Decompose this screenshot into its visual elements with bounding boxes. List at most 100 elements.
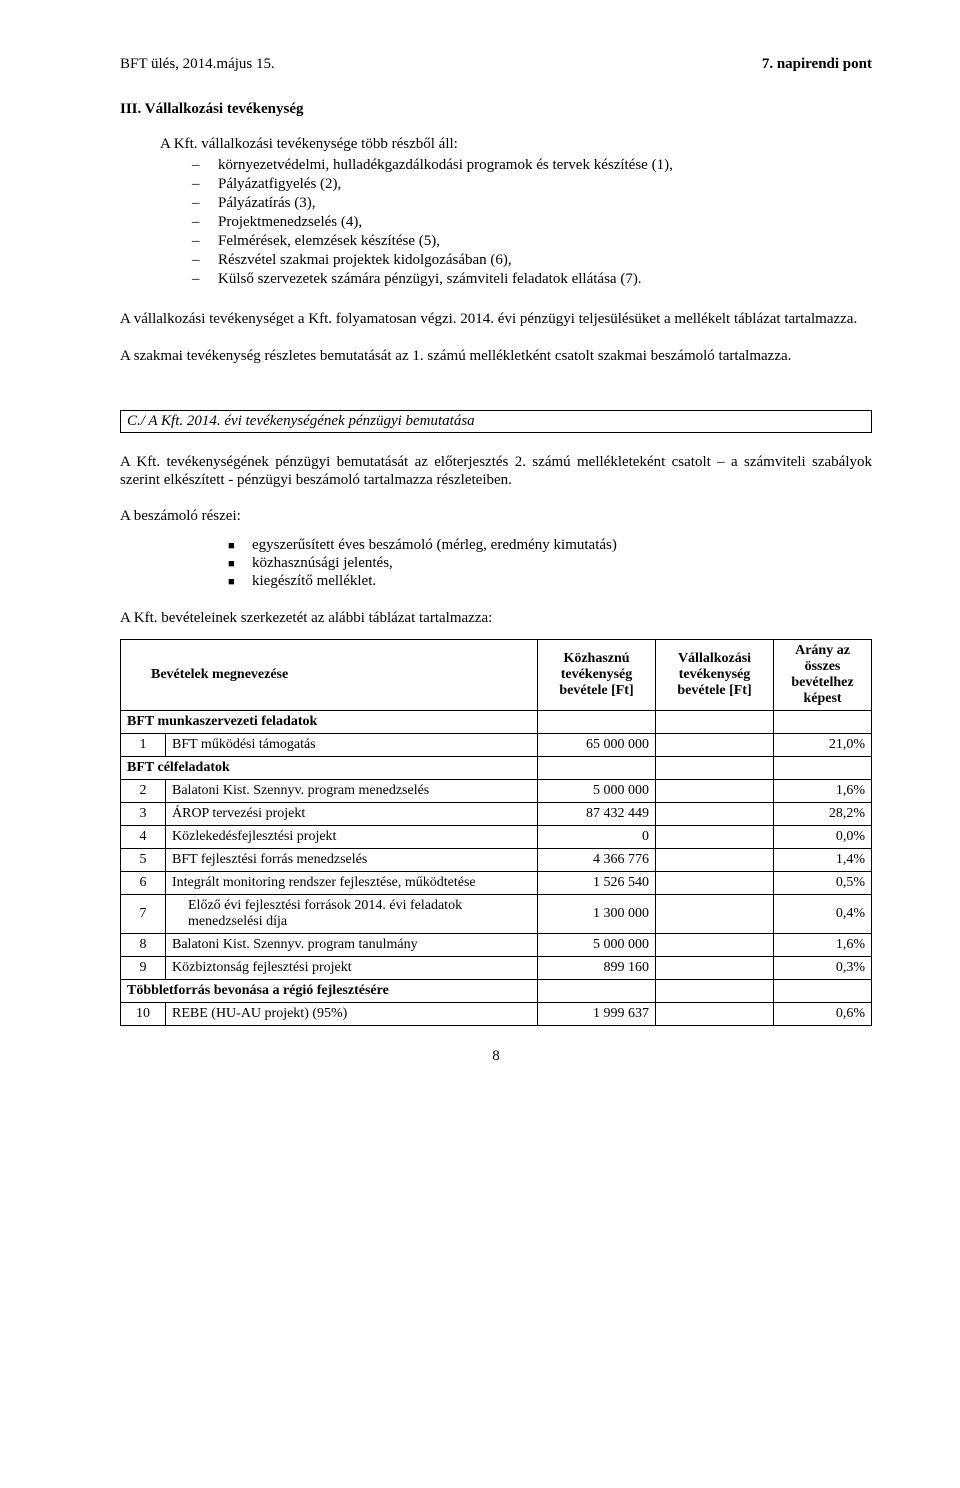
row-value: 4 366 776 — [538, 849, 656, 872]
empty-cell — [656, 1003, 774, 1026]
section-c-title: C./ A Kft. 2014. évi tevékenységének pén… — [120, 410, 872, 433]
list-item: Projektmenedzselés (4), — [192, 214, 872, 231]
row-idx: 8 — [121, 934, 166, 957]
table-group-row: BFT munkaszervezeti feladatok — [121, 711, 872, 734]
group-label: Többletforrás bevonása a régió fejleszté… — [121, 980, 538, 1003]
empty-cell — [656, 895, 774, 934]
row-value: 5 000 000 — [538, 934, 656, 957]
empty-cell — [656, 711, 774, 734]
group-label: BFT munkaszervezeti feladatok — [121, 711, 538, 734]
row-name: Balatoni Kist. Szennyv. program menedzse… — [166, 780, 538, 803]
row-idx: 7 — [121, 895, 166, 934]
revenue-table: Bevételek megnevezése Közhasznú tevékeny… — [120, 639, 872, 1026]
header-right: 7. napirendi pont — [762, 56, 872, 73]
table-row: 1 BFT működési támogatás 65 000 000 21,0… — [121, 734, 872, 757]
group-label: BFT célfeladatok — [121, 757, 538, 780]
report-parts-list: egyszerűsített éves beszámoló (mérleg, e… — [228, 537, 872, 590]
list-item: Részvétel szakmai projektek kidolgozásáb… — [192, 252, 872, 269]
row-name: REBE (HU-AU projekt) (95%) — [166, 1003, 538, 1026]
list-item: kiegészítő melléklet. — [228, 573, 872, 590]
report-parts-intro: A beszámoló részei: — [120, 508, 872, 525]
row-percent: 0,5% — [774, 872, 872, 895]
list-item: egyszerűsített éves beszámoló (mérleg, e… — [228, 537, 872, 554]
row-percent: 0,0% — [774, 826, 872, 849]
table-row: 9 Közbiztonság fejlesztési projekt 899 1… — [121, 957, 872, 980]
empty-cell — [656, 803, 774, 826]
empty-cell — [656, 734, 774, 757]
empty-cell — [538, 711, 656, 734]
para: A szakmai tevékenység részletes bemutatá… — [120, 347, 872, 366]
row-name: Integrált monitoring rendszer fejlesztés… — [166, 872, 538, 895]
row-percent: 0,4% — [774, 895, 872, 934]
row-idx: 9 — [121, 957, 166, 980]
empty-cell — [538, 757, 656, 780]
row-name: Balatoni Kist. Szennyv. program tanulmán… — [166, 934, 538, 957]
row-value: 0 — [538, 826, 656, 849]
row-idx: 1 — [121, 734, 166, 757]
th-vallalkozasi: Vállalkozási tevékenység bevétele [Ft] — [656, 640, 774, 711]
list-item: Külső szervezetek számára pénzügyi, szám… — [192, 271, 872, 288]
row-value: 1 999 637 — [538, 1003, 656, 1026]
document-page: BFT ülés, 2014.május 15. 7. napirendi po… — [0, 0, 960, 1488]
table-header-row: Bevételek megnevezése Közhasznú tevékeny… — [121, 640, 872, 711]
row-percent: 28,2% — [774, 803, 872, 826]
row-idx: 2 — [121, 780, 166, 803]
table-group-row: Többletforrás bevonása a régió fejleszté… — [121, 980, 872, 1003]
empty-cell — [656, 872, 774, 895]
th-arany: Arány az összes bevételhez képest — [774, 640, 872, 711]
row-value: 5 000 000 — [538, 780, 656, 803]
row-name: ÁROP tervezési projekt — [166, 803, 538, 826]
list-item: Felmérések, elemzések készítése (5), — [192, 233, 872, 250]
para: A Kft. tevékenységének pénzügyi bemutatá… — [120, 453, 872, 491]
table-row: 8 Balatoni Kist. Szennyv. program tanulm… — [121, 934, 872, 957]
row-idx: 6 — [121, 872, 166, 895]
table-row: 4 Közlekedésfejlesztési projekt 0 0,0% — [121, 826, 872, 849]
empty-cell — [774, 980, 872, 1003]
list-item: környezetvédelmi, hulladékgazdálkodási p… — [192, 157, 872, 174]
empty-cell — [656, 957, 774, 980]
section-3-intro: A Kft. vállalkozási tevékenysége több ré… — [160, 136, 872, 153]
empty-cell — [656, 980, 774, 1003]
page-number: 8 — [120, 1048, 872, 1065]
row-value: 87 432 449 — [538, 803, 656, 826]
row-idx: 4 — [121, 826, 166, 849]
row-name: BFT fejlesztési forrás menedzselés — [166, 849, 538, 872]
empty-cell — [538, 980, 656, 1003]
table-row: 10 REBE (HU-AU projekt) (95%) 1 999 637 … — [121, 1003, 872, 1026]
table-row: 7 Előző évi fejlesztési források 2014. é… — [121, 895, 872, 934]
th-kozhasznu: Közhasznú tevékenység bevétele [Ft] — [538, 640, 656, 711]
activity-list: környezetvédelmi, hulladékgazdálkodási p… — [192, 157, 872, 288]
list-item: Pályázatírás (3), — [192, 195, 872, 212]
list-item: Pályázatfigyelés (2), — [192, 176, 872, 193]
empty-cell — [656, 757, 774, 780]
table-group-row: BFT célfeladatok — [121, 757, 872, 780]
row-name: Előző évi fejlesztési források 2014. évi… — [166, 895, 538, 934]
empty-cell — [774, 757, 872, 780]
row-idx: 10 — [121, 1003, 166, 1026]
row-name: Közbiztonság fejlesztési projekt — [166, 957, 538, 980]
row-idx: 3 — [121, 803, 166, 826]
row-percent: 1,6% — [774, 934, 872, 957]
para: A vállalkozási tevékenységet a Kft. foly… — [120, 310, 872, 329]
table-row: 5 BFT fejlesztési forrás menedzselés 4 3… — [121, 849, 872, 872]
empty-cell — [656, 826, 774, 849]
empty-cell — [656, 934, 774, 957]
empty-cell — [656, 849, 774, 872]
row-value: 899 160 — [538, 957, 656, 980]
row-value: 1 300 000 — [538, 895, 656, 934]
empty-cell — [774, 711, 872, 734]
row-idx: 5 — [121, 849, 166, 872]
row-percent: 0,6% — [774, 1003, 872, 1026]
header-left: BFT ülés, 2014.május 15. — [120, 56, 275, 73]
row-percent: 0,3% — [774, 957, 872, 980]
row-percent: 1,6% — [774, 780, 872, 803]
list-item: közhasznúsági jelentés, — [228, 555, 872, 572]
row-percent: 21,0% — [774, 734, 872, 757]
empty-cell — [656, 780, 774, 803]
table-row: 2 Balatoni Kist. Szennyv. program menedz… — [121, 780, 872, 803]
row-value: 1 526 540 — [538, 872, 656, 895]
table-row: 3 ÁROP tervezési projekt 87 432 449 28,2… — [121, 803, 872, 826]
th-name: Bevételek megnevezése — [121, 640, 538, 711]
row-name: BFT működési támogatás — [166, 734, 538, 757]
row-name: Közlekedésfejlesztési projekt — [166, 826, 538, 849]
